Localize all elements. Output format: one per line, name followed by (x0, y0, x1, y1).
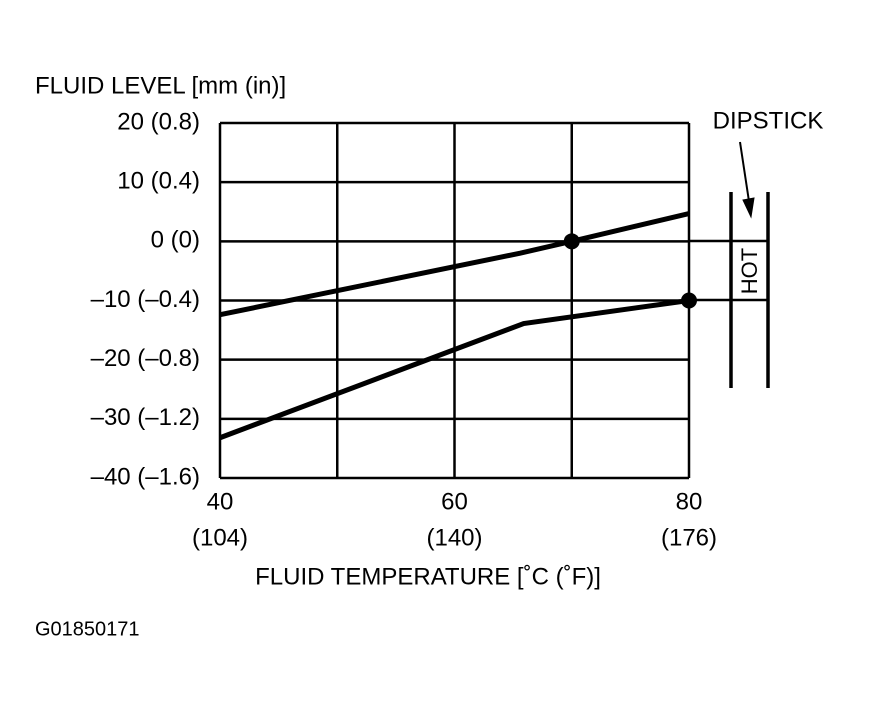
annotation: DIPSTICK (713, 107, 824, 134)
y-tick-label: –10 (–0.4) (91, 286, 200, 313)
y-axis-title: FLUID LEVEL [mm (in)] (35, 72, 286, 99)
data-point (563, 233, 580, 250)
arrow-shaft (739, 141, 751, 209)
x-tick-label: 40 (207, 488, 234, 515)
y-tick-label: 0 (0) (151, 227, 200, 254)
x-tick-sublabel: (104) (192, 524, 248, 551)
dipstick-label: HOT (737, 248, 762, 294)
x-tick-sublabel: (140) (426, 524, 482, 551)
data-point (681, 292, 697, 309)
y-tick-label: –30 (–1.2) (91, 404, 200, 431)
x-axis-title: FLUID TEMPERATURE [˚C (˚F)] (255, 563, 601, 590)
x-tick-label: 80 (676, 488, 703, 515)
y-tick-label: –40 (–1.6) (91, 463, 200, 490)
data-line (219, 211, 690, 318)
x-tick-label: 60 (441, 488, 468, 515)
x-tick-sublabel: (176) (661, 524, 717, 551)
y-tick-label: –20 (–0.8) (91, 345, 200, 372)
data-line (219, 298, 690, 441)
figure-id: G01850171 (35, 618, 140, 640)
dipstick (689, 141, 770, 388)
arrow-head (742, 197, 755, 219)
y-tick-label: 10 (0.4) (117, 168, 200, 195)
y-tick-label: 20 (0.8) (117, 108, 200, 135)
